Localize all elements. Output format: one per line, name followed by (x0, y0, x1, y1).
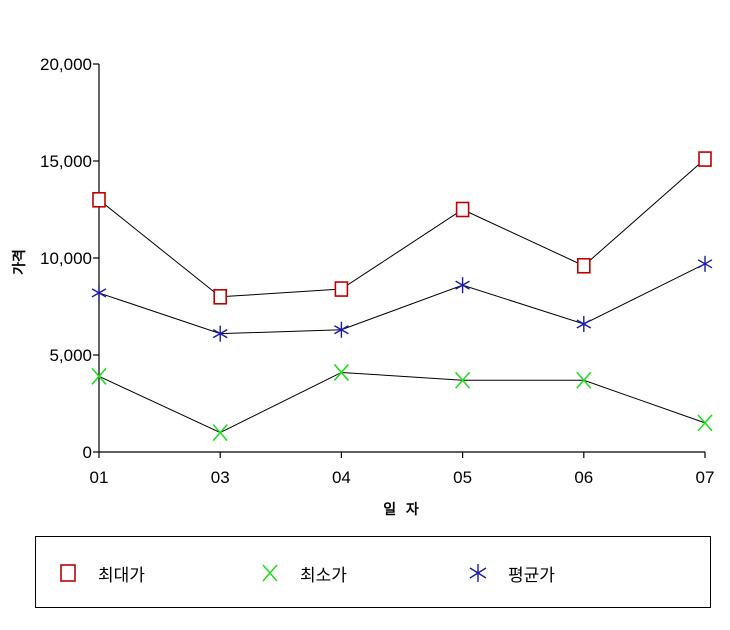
square-marker (698, 151, 712, 167)
data-point (91, 284, 107, 301)
data-point (697, 255, 713, 272)
data-point (698, 151, 712, 167)
data-point (333, 363, 350, 381)
data-point (91, 367, 107, 385)
y-tick-label: 0 (83, 443, 92, 462)
legend-item-avg: 평균가 (468, 561, 555, 586)
square-marker (455, 201, 470, 218)
axes (93, 63, 706, 458)
data-point (455, 277, 470, 294)
star-marker-stroke (212, 329, 228, 339)
x-marker-stroke (212, 424, 228, 442)
square-marker-icon (60, 564, 76, 582)
data-point (576, 257, 591, 274)
data-point (212, 325, 228, 342)
x-tick-label: 07 (696, 468, 715, 487)
star-marker-icon (469, 564, 487, 582)
series-line-2 (98, 371, 706, 434)
square-marker (334, 281, 349, 297)
series-markers (91, 151, 713, 442)
data-point (576, 371, 592, 389)
x-marker-stroke (333, 363, 350, 381)
x-tick-label: 06 (574, 468, 593, 487)
star-marker-stroke (91, 288, 107, 298)
data-point (213, 288, 227, 305)
data-point (697, 414, 713, 432)
x-axis-title: 일 자 (383, 502, 419, 518)
star-marker-stroke (576, 319, 592, 329)
y-tick-label: 5,000 (49, 346, 92, 365)
data-point (455, 201, 470, 218)
x-marker-stroke (91, 367, 107, 385)
square-marker (213, 288, 227, 305)
star-marker-stroke (455, 280, 470, 290)
square-marker (92, 192, 106, 208)
legend-label-min: 최소가 (300, 565, 347, 586)
data-point (334, 321, 349, 338)
series-line-3 (98, 263, 706, 335)
data-point (576, 315, 592, 332)
x-marker-stroke (454, 371, 471, 389)
x-tick-label: 03 (211, 468, 230, 487)
series-line-1 (98, 158, 706, 298)
x-marker-stroke (576, 371, 592, 389)
y-tick-label: 10,000 (40, 249, 92, 268)
data-point (454, 371, 471, 389)
legend-item-max: 최대가 (58, 561, 145, 586)
x-tick-label: 01 (90, 468, 109, 487)
x-marker-stroke (697, 414, 713, 432)
data-point (92, 192, 106, 208)
series-lines (98, 158, 706, 434)
x-tick-label: 05 (453, 468, 472, 487)
star-marker-stroke (697, 259, 713, 269)
x-marker-icon (262, 564, 278, 582)
legend-label-max: 최대가 (98, 565, 145, 586)
legend-item-min: 최소가 (260, 561, 347, 586)
x-tick-label: 04 (332, 468, 351, 487)
legend: 최대가 최소가 평균가 (35, 536, 711, 608)
tick-labels: 0 5,000 10,000 15,000 20,000 01 03 04 05 06 07 (40, 55, 714, 487)
data-point (212, 424, 228, 442)
y-tick-label: 20,000 (40, 55, 92, 74)
y-axis-title: 가격 (11, 249, 28, 275)
legend-label-avg: 평균가 (508, 565, 555, 586)
star-marker-stroke (334, 325, 349, 335)
data-point (334, 281, 349, 297)
y-tick-label: 15,000 (40, 152, 92, 171)
square-marker (576, 257, 591, 274)
line-chart: 0 5,000 10,000 15,000 20,000 01 03 04 05 06 07 일 자… (11, 55, 714, 518)
